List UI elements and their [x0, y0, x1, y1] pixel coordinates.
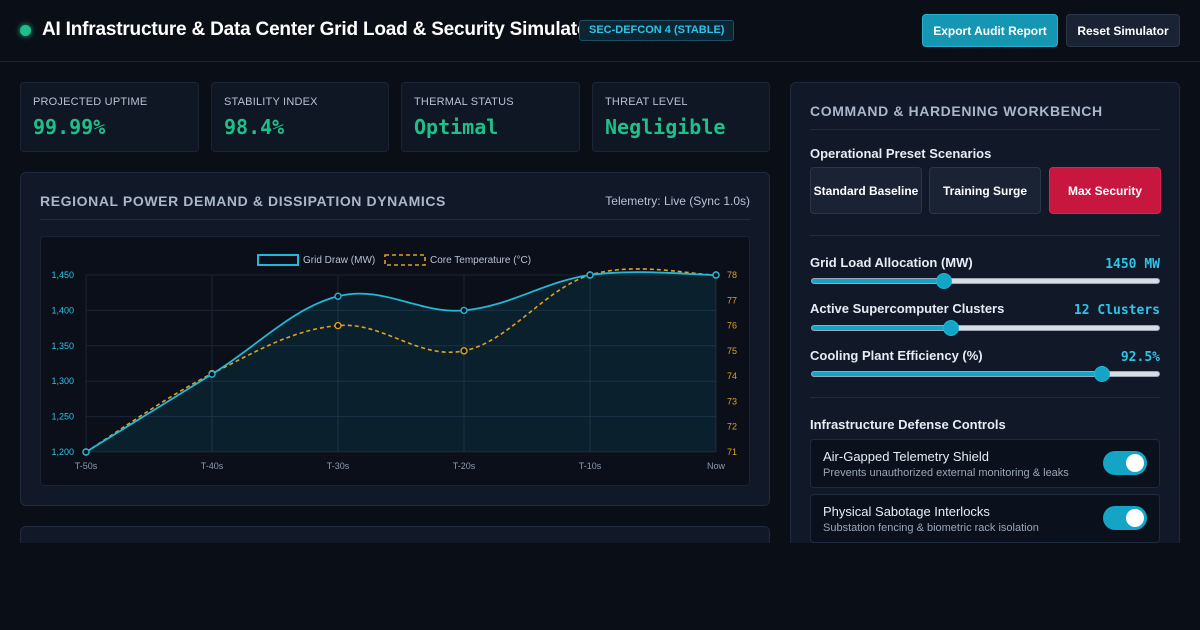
x-tick-label: T-50s — [75, 461, 98, 471]
toggle-title: Air-Gapped Telemetry Shield — [823, 449, 989, 464]
grid-draw-area — [86, 272, 716, 452]
workbench-title: Command & Hardening Workbench — [810, 103, 1103, 119]
y-right-tick-label: 73 — [727, 396, 737, 406]
kpi-value: 99.99% — [33, 115, 106, 139]
y-right-tick-label: 76 — [727, 321, 737, 331]
cooling-efficiency-slider[interactable] — [811, 366, 1160, 382]
kpi-label: Threat Level — [605, 96, 688, 108]
kpi-value: 98.4% — [224, 115, 285, 139]
kpi-card-stability: Stability Index 98.4% — [211, 82, 389, 152]
y-left-tick-label: 1,400 — [51, 305, 74, 315]
export-audit-report-button[interactable]: Export Audit Report — [922, 14, 1058, 47]
y-left-tick-label: 1,250 — [51, 412, 74, 422]
kpi-card-threat: Threat Level Negligible — [592, 82, 770, 152]
telemetry-status: Telemetry: Live (Sync 1.0s) — [605, 194, 750, 208]
grid-draw-point — [460, 306, 468, 315]
y-right-tick-label: 78 — [727, 270, 737, 280]
reset-simulator-button[interactable]: Reset Simulator — [1066, 14, 1180, 47]
defense-section-title: Infrastructure Defense Controls — [810, 417, 1006, 432]
chart-panel-title: Regional Power Demand & Dissipation Dyna… — [40, 193, 446, 209]
power-demand-chart-panel: Regional Power Demand & Dissipation Dyna… — [20, 172, 770, 506]
toggle-description: Substation fencing & biometric rack isol… — [823, 522, 1039, 534]
grid-load-slider[interactable] — [811, 273, 1160, 289]
slider-thumb[interactable] — [942, 320, 959, 336]
power-temperature-chart: 1,200 1,250 1,300 1,350 1,400 1,450 T-50s T-40s… — [51, 254, 737, 471]
slider-thumb[interactable] — [935, 273, 952, 289]
toggle-title: Physical Sabotage Interlocks — [823, 504, 990, 519]
x-tick-label: Now — [707, 461, 726, 471]
legend-swatch-grid-draw — [257, 254, 299, 266]
grid-draw-point — [712, 271, 720, 279]
y-right-tick-label: 72 — [727, 422, 737, 432]
preset-max-security-button[interactable]: Max Security — [1049, 167, 1161, 214]
toggle-knob — [1126, 509, 1144, 527]
preset-standard-baseline-button[interactable]: Standard Baseline — [810, 167, 922, 214]
kpi-card-uptime: Projected Uptime 99.99% — [20, 82, 199, 152]
kpi-card-thermal: Thermal Status Optimal — [401, 82, 580, 152]
legend-label-grid-draw: Grid Draw (MW) — [303, 255, 375, 266]
air-gap-toggle[interactable] — [1103, 451, 1147, 475]
y-left-tick-label: 1,200 — [51, 447, 74, 457]
cooling-efficiency-value: 92.5% — [1120, 350, 1160, 365]
toggle-card-air-gap: Air-Gapped Telemetry Shield Prevents una… — [810, 439, 1160, 488]
slider-fill — [812, 279, 944, 283]
grid-load-value: 1450 MW — [1105, 257, 1160, 272]
core-temperature-point — [334, 321, 342, 330]
divider — [810, 129, 1160, 130]
divider — [810, 397, 1160, 398]
kpi-value: Optimal — [414, 115, 499, 139]
defcon-badge: SEC-DEFCON 4 (STABLE) — [579, 20, 735, 41]
legend-swatch-core-temperature — [384, 254, 426, 266]
legend-label-core-temperature: Core Temperature (°C) — [430, 255, 531, 266]
x-tick-label: T-40s — [201, 461, 224, 471]
preset-training-surge-button[interactable]: Training Surge — [929, 167, 1041, 214]
y-right-tick-label: 77 — [727, 295, 737, 305]
status-indicator — [20, 25, 31, 36]
y-right-tick-label: 71 — [727, 447, 737, 457]
clusters-value: 12 Clusters — [1073, 303, 1160, 318]
grid-draw-point — [586, 271, 594, 279]
y-right-tick-label: 74 — [727, 371, 737, 381]
y-left-tick-label: 1,450 — [51, 270, 74, 280]
y-left-tick-label: 1,350 — [51, 341, 74, 351]
grid-draw-point — [82, 448, 90, 456]
clusters-label: Active Supercomputer Clusters — [810, 301, 1005, 316]
kpi-label: Stability Index — [224, 96, 318, 108]
y-left-tick-label: 1,300 — [51, 376, 74, 386]
slider-fill — [812, 326, 951, 330]
toggle-card-sabotage: Physical Sabotage Interlocks Substation … — [810, 494, 1160, 543]
y-right-tick-label: 75 — [727, 346, 737, 356]
page-background — [0, 543, 1200, 630]
x-tick-label: T-30s — [327, 461, 350, 471]
x-tick-label: T-10s — [579, 461, 602, 471]
slider-fill — [812, 372, 1102, 376]
slider-thumb[interactable] — [1093, 366, 1110, 382]
divider — [810, 235, 1160, 236]
presets-section-title: Operational Preset Scenarios — [810, 146, 992, 161]
core-temperature-point — [460, 347, 468, 355]
grid-draw-line — [85, 271, 717, 453]
grid-load-label: Grid Load Allocation (MW) — [810, 255, 973, 270]
sabotage-interlock-toggle[interactable] — [1103, 506, 1147, 530]
kpi-label: Projected Uptime — [33, 96, 148, 108]
kpi-label: Thermal Status — [414, 96, 514, 108]
chart-container: 1,200 1,250 1,300 1,350 1,400 1,450 T-50s T-40s… — [40, 236, 750, 486]
toggle-knob — [1126, 454, 1144, 472]
app-header: AI Infrastructure & Data Center Grid Loa… — [0, 0, 1200, 62]
divider — [40, 219, 750, 220]
cooling-efficiency-label: Cooling Plant Efficiency (%) — [810, 348, 983, 363]
grid-draw-point — [334, 292, 342, 300]
grid-draw-point — [208, 370, 216, 378]
toggle-description: Prevents unauthorized external monitorin… — [823, 467, 1069, 479]
x-tick-label: T-20s — [453, 461, 476, 471]
clusters-slider[interactable] — [811, 320, 1160, 336]
kpi-value: Negligible — [605, 115, 726, 139]
command-workbench-panel: Command & Hardening Workbench Operationa… — [790, 82, 1180, 582]
app-title: AI Infrastructure & Data Center Grid Loa… — [42, 19, 596, 40]
